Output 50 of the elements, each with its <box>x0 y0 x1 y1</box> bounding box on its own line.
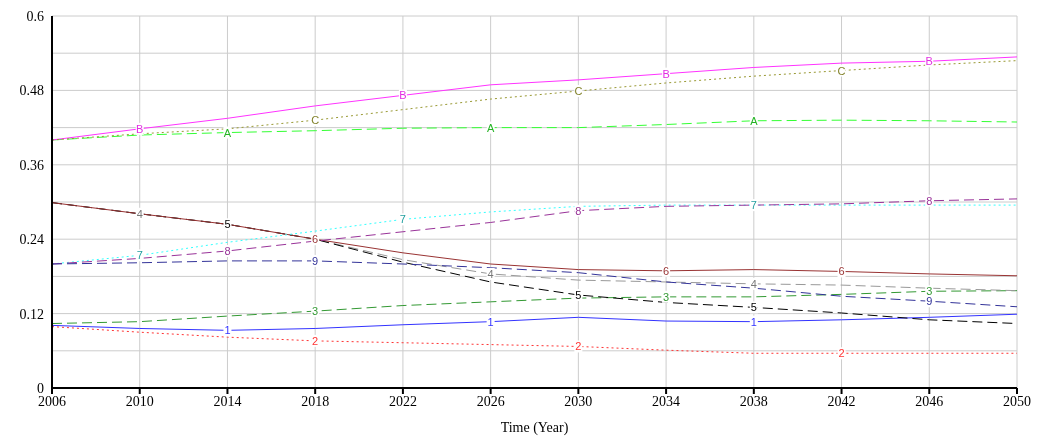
text: C <box>574 85 583 98</box>
x-tick-label: 2046 <box>915 393 944 409</box>
y-tick-label: 0.36 <box>19 157 44 173</box>
x-tick-label: 2034 <box>652 393 681 409</box>
x-tick-label: 2006 <box>38 393 66 409</box>
series-label: 2 <box>312 334 319 347</box>
text: 4 <box>750 277 757 290</box>
series-label: 7 <box>136 249 143 262</box>
text: B <box>662 67 670 80</box>
series-label: 6 <box>312 233 319 246</box>
x-axis-title: Time (Year) <box>500 420 569 436</box>
x-tick-label: 2038 <box>739 393 768 409</box>
text: A <box>750 114 758 127</box>
text: B <box>399 89 407 102</box>
y-tick-label: 0.24 <box>19 232 44 248</box>
x-tick-label: 2042 <box>827 393 856 409</box>
y-tick-label: 0 <box>37 380 44 396</box>
series-label: 3 <box>312 305 319 318</box>
x-tick-label: 2050 <box>1003 393 1031 409</box>
series-label: 4 <box>136 207 143 220</box>
text: 8 <box>575 204 582 217</box>
series-label: 5 <box>575 289 582 301</box>
x-tick-label: 2010 <box>125 393 154 409</box>
text: C <box>837 64 846 77</box>
text: 2 <box>838 347 845 360</box>
text: 2 <box>575 340 582 353</box>
text: 7 <box>750 199 757 212</box>
text: 3 <box>926 285 933 298</box>
series-label: B <box>136 122 144 135</box>
x-tick-label: 2030 <box>564 393 593 409</box>
text: 4 <box>487 267 494 280</box>
x-tick-label: 2018 <box>301 393 330 409</box>
text: 8 <box>926 194 933 207</box>
y-tick-label: 0.48 <box>19 83 44 99</box>
series-label: A <box>223 126 232 139</box>
x-tick-label: 2026 <box>476 393 505 409</box>
text: 3 <box>663 290 670 303</box>
x-tick-label: 2022 <box>388 393 417 409</box>
series-label: 1 <box>224 324 231 337</box>
y-tick-label: 0.12 <box>19 306 44 322</box>
text: 1 <box>750 315 757 328</box>
text: A <box>486 121 495 134</box>
text: 1 <box>487 315 494 328</box>
text: B <box>925 55 933 68</box>
text: 5 <box>224 218 231 231</box>
series-label: C <box>311 114 320 127</box>
x-tick-label: 2014 <box>213 393 242 409</box>
series-label: 8 <box>224 244 231 257</box>
y-tick-label: 0.6 <box>26 8 44 24</box>
text: 7 <box>399 213 406 226</box>
